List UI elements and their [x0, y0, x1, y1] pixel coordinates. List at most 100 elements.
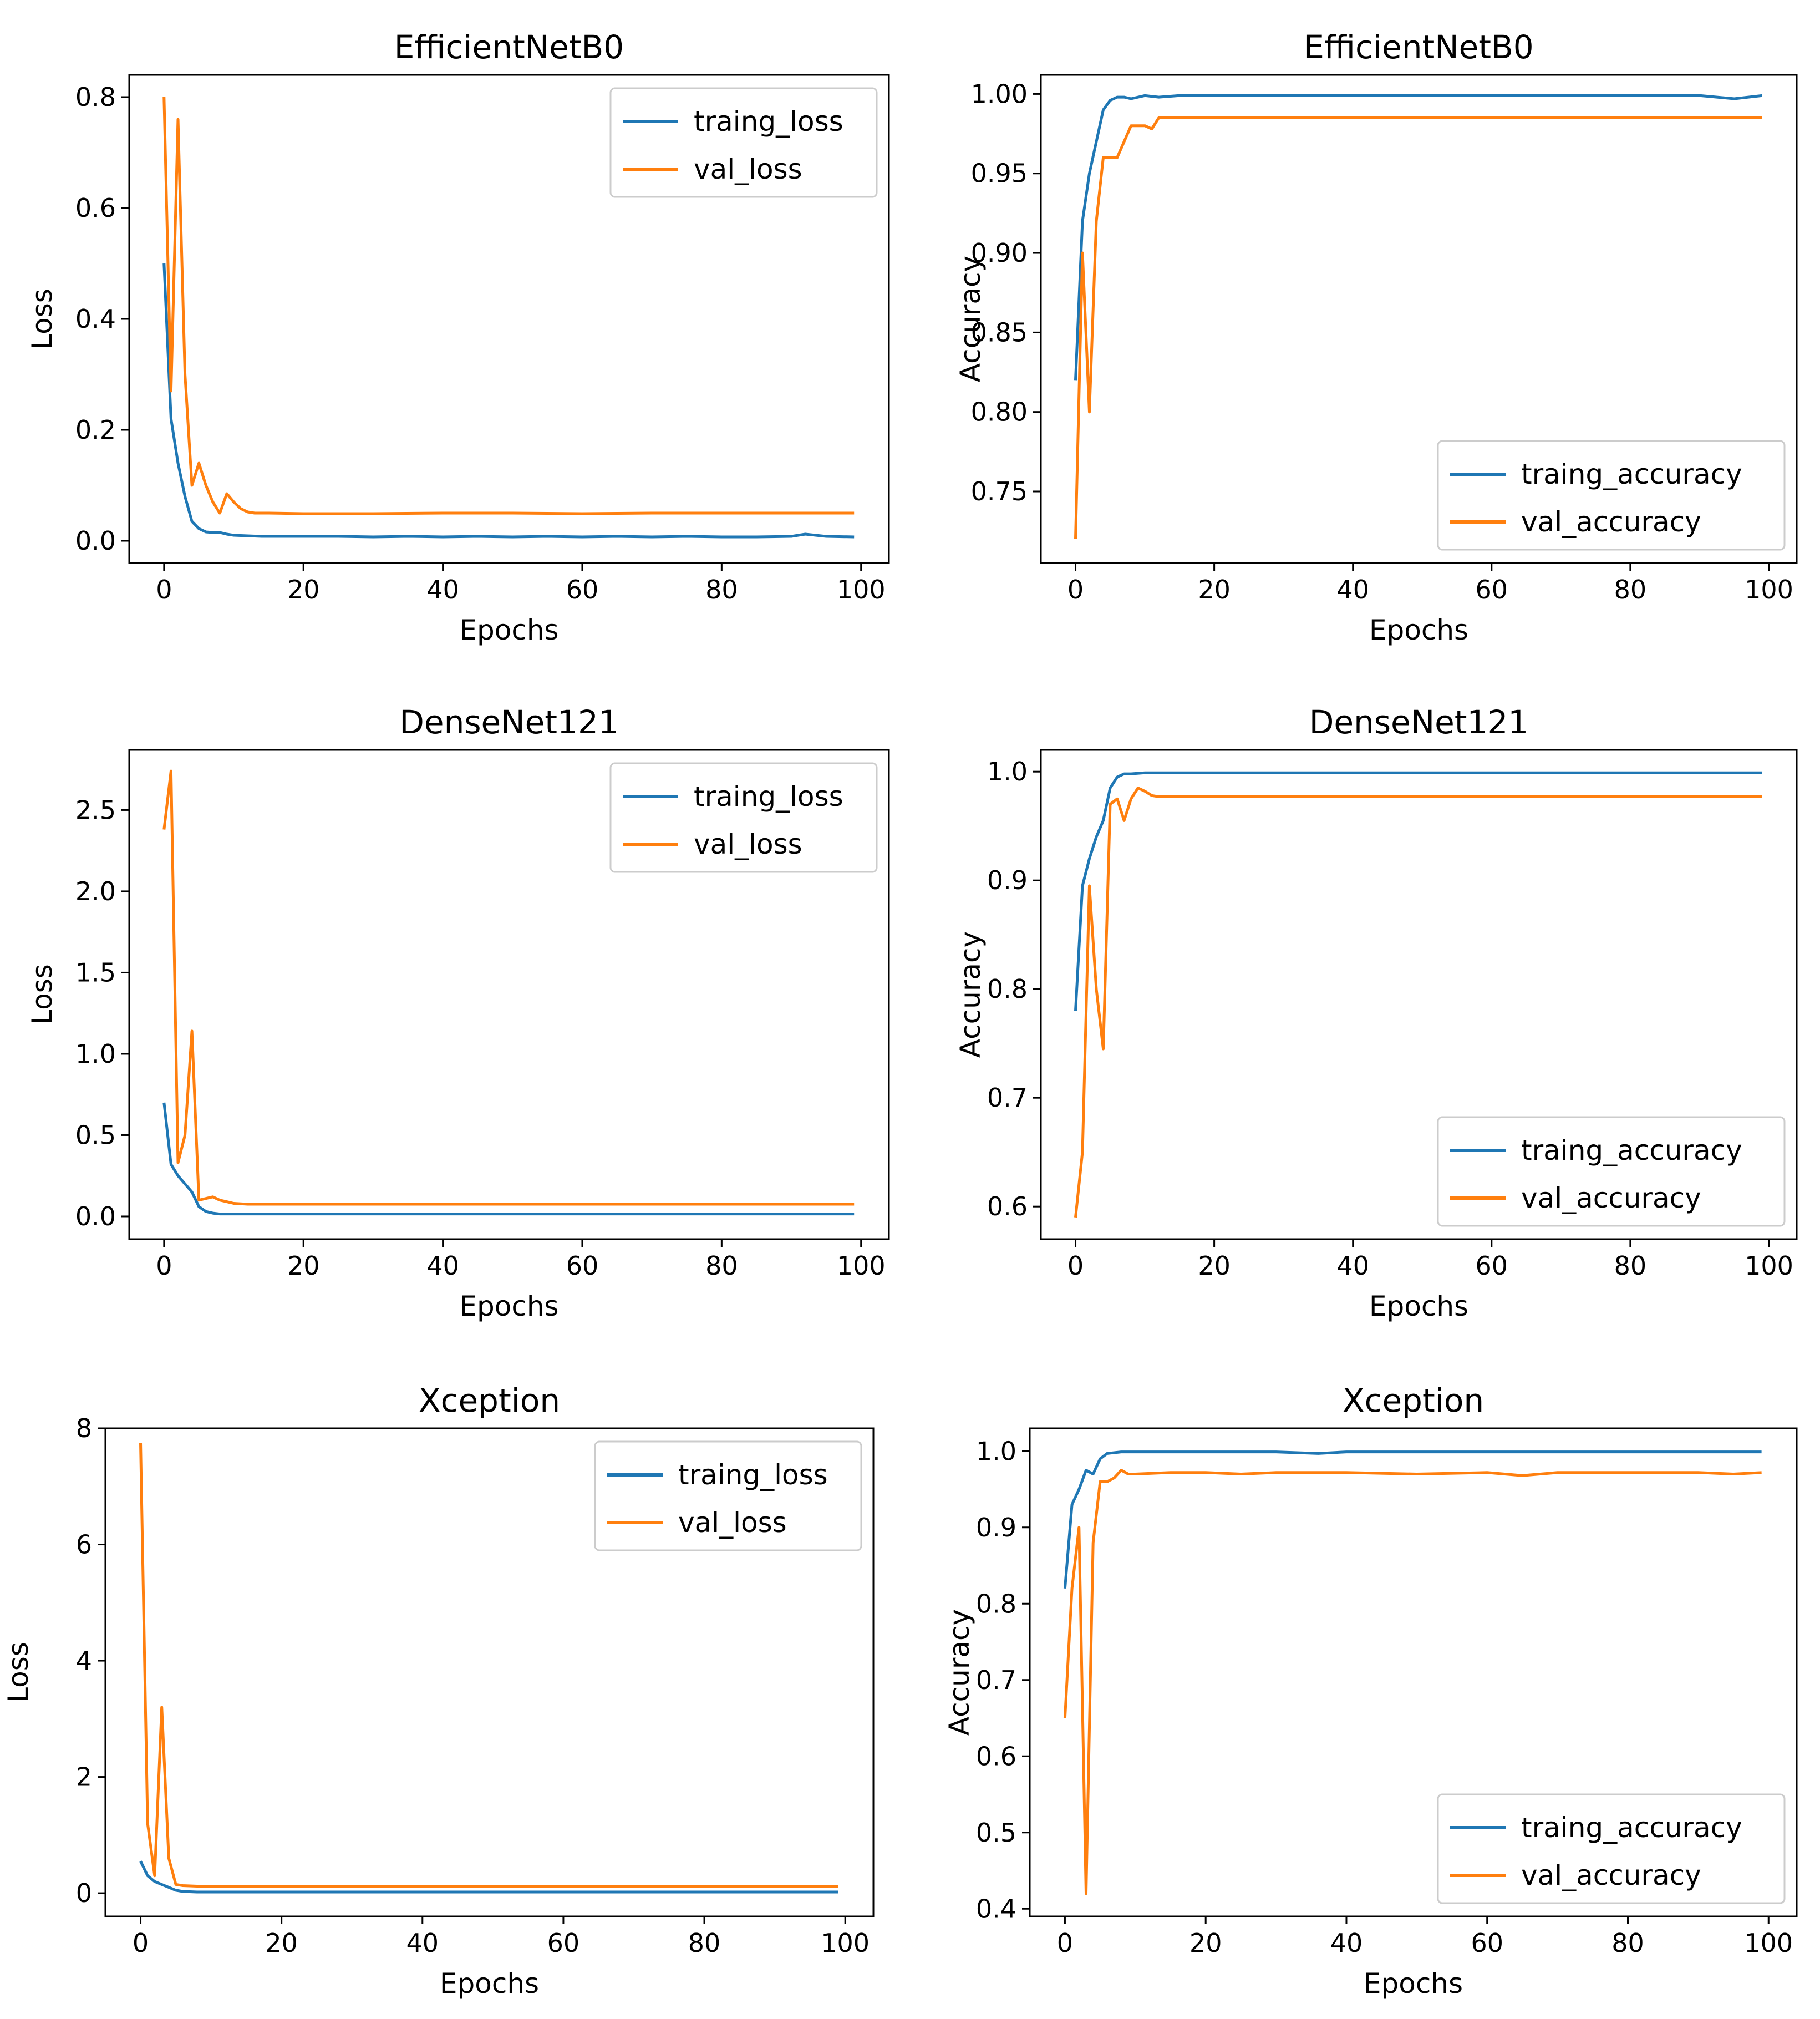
x-tick-label: 0 — [1067, 1251, 1084, 1281]
x-tick-label: 20 — [287, 575, 320, 605]
x-tick-label: 0 — [1067, 575, 1084, 605]
axes-frame — [1029, 1427, 1798, 1917]
y-tick-label: 1.0 — [987, 757, 1028, 787]
y-tick-label: 0.90 — [971, 238, 1028, 268]
y-axis-label: Accuracy — [954, 256, 987, 382]
x-tick-label: 60 — [566, 1251, 599, 1281]
x-tick-label: 60 — [547, 1928, 580, 1958]
series-line-traing_accuracy — [1074, 771, 1762, 1011]
axes-frame — [104, 1427, 875, 1917]
x-axis-label: Epochs — [1364, 1967, 1463, 2000]
legend: traing_accuracy val_accuracy — [1437, 440, 1786, 551]
series-line-val_accuracy — [1063, 1469, 1762, 1895]
x-tick-label: 40 — [1330, 1928, 1363, 1958]
y-tick-label: 0.5 — [976, 1818, 1016, 1848]
chart-title: Xception — [419, 1382, 560, 1419]
x-tick-label: 80 — [705, 575, 738, 605]
chart-title: EfficientNetB0 — [1304, 28, 1533, 66]
x-tick-label: 60 — [1471, 1928, 1503, 1958]
axes-frame — [128, 749, 890, 1240]
y-tick-label: 2.5 — [75, 795, 116, 825]
y-tick-label: 0.9 — [976, 1513, 1016, 1543]
legend-frame — [1437, 440, 1786, 551]
legend-label: traing_loss — [678, 1459, 828, 1491]
x-tick-label: 60 — [1476, 1251, 1508, 1281]
legend-label: val_accuracy — [1521, 1859, 1701, 1891]
x-tick-label: 80 — [1611, 1928, 1644, 1958]
y-tick-label: 0.9 — [987, 865, 1028, 895]
x-tick-label: 20 — [1198, 575, 1231, 605]
legend-label: traing_loss — [694, 780, 843, 813]
series-line-traing_loss — [162, 263, 855, 539]
legend-label: val_loss — [694, 153, 802, 185]
subplot-2: EfficientNetB0 0 20 40 60 80 100 0.75 0.80 0.85 0.… — [954, 28, 1798, 646]
chart-title: DenseNet121 — [399, 703, 619, 741]
series-line-traing_accuracy — [1074, 94, 1762, 381]
axes-frame — [1040, 749, 1798, 1240]
x-tick-label: 0 — [156, 1251, 172, 1281]
y-tick-label: 0.6 — [987, 1191, 1028, 1221]
y-axis-label: Accuracy — [954, 931, 987, 1058]
x-tick-label: 20 — [287, 1251, 320, 1281]
legend-label: traing_accuracy — [1521, 1134, 1742, 1166]
legend: traing_accuracy val_accuracy — [1437, 1793, 1786, 1904]
y-axis-label: Accuracy — [943, 1609, 975, 1736]
legend-label: val_accuracy — [1521, 506, 1701, 538]
axes-frame — [1040, 74, 1798, 564]
x-tick-label: 20 — [265, 1928, 298, 1958]
y-tick-label: 0.0 — [75, 1201, 116, 1231]
x-tick-label: 100 — [1744, 1928, 1793, 1958]
x-tick-label: 100 — [1745, 1251, 1793, 1281]
y-tick-label: 0.95 — [971, 159, 1028, 189]
x-tick-label: 40 — [406, 1928, 439, 1958]
x-axis-label: Epochs — [459, 1290, 558, 1322]
y-tick-label: 0.2 — [75, 415, 116, 445]
y-tick-label: 0.4 — [75, 304, 116, 334]
x-axis-label: Epochs — [1369, 1290, 1468, 1322]
subplot-1: EfficientNetB0 0 20 40 60 80 100 0.0 0.2 0.4 0.6 0.… — [26, 28, 890, 646]
subplot-5: Xception 0 20 40 60 80 100 0 2 4 6 8 Epochs Loss train… — [2, 1382, 875, 2000]
x-tick-label: 60 — [566, 575, 599, 605]
x-tick-label: 40 — [1336, 1251, 1369, 1281]
series-line-val_loss — [162, 97, 855, 515]
y-tick-label: 0.75 — [971, 476, 1028, 506]
subplot-6: Xception 0 20 40 60 80 100 0.4 0.5 0.6 0.7 0.8 0.9 1.… — [943, 1382, 1798, 2000]
legend: traing_loss val_loss — [609, 87, 878, 198]
series-line-val_loss — [139, 1443, 838, 1888]
series-line-val_loss — [162, 769, 855, 1206]
legend: traing_loss val_loss — [594, 1440, 862, 1551]
y-tick-label: 0.80 — [971, 397, 1028, 427]
legend-label: val_loss — [694, 828, 802, 860]
x-tick-label: 100 — [1745, 575, 1793, 605]
series-line-traing_loss — [139, 1860, 838, 1894]
y-tick-label: 0.8 — [75, 82, 116, 112]
chart-title: DenseNet121 — [1309, 703, 1529, 741]
chart-title: EfficientNetB0 — [394, 28, 624, 66]
y-tick-label: 0.7 — [987, 1083, 1028, 1113]
series-line-val_accuracy — [1074, 787, 1762, 1218]
y-tick-label: 0.5 — [75, 1120, 116, 1150]
y-axis-label: Loss — [26, 288, 58, 349]
chart-title: Xception — [1343, 1382, 1484, 1419]
x-tick-label: 60 — [1476, 575, 1508, 605]
subplot-4: DenseNet121 0 20 40 60 80 100 0.6 0.7 0.8 0.9 1.0 Ep… — [954, 703, 1798, 1322]
legend: traing_loss val_loss — [609, 762, 878, 873]
x-axis-label: Epochs — [440, 1967, 539, 2000]
y-tick-label: 1.00 — [971, 79, 1028, 109]
y-tick-label: 0.6 — [976, 1741, 1016, 1771]
x-tick-label: 100 — [821, 1928, 870, 1958]
y-tick-label: 0.85 — [971, 317, 1028, 347]
axes-frame — [128, 74, 890, 564]
y-axis-label: Loss — [2, 1642, 34, 1703]
x-tick-label: 20 — [1189, 1928, 1222, 1958]
x-tick-label: 40 — [426, 1251, 459, 1281]
y-axis-label: Loss — [26, 964, 58, 1025]
legend-label: traing_loss — [694, 105, 843, 138]
x-tick-label: 40 — [426, 575, 459, 605]
y-tick-label: 1.0 — [976, 1436, 1016, 1466]
x-axis-label: Epochs — [459, 614, 558, 646]
x-tick-label: 20 — [1198, 1251, 1231, 1281]
legend-label: traing_accuracy — [1521, 1812, 1742, 1844]
legend-label: traing_accuracy — [1521, 458, 1742, 490]
